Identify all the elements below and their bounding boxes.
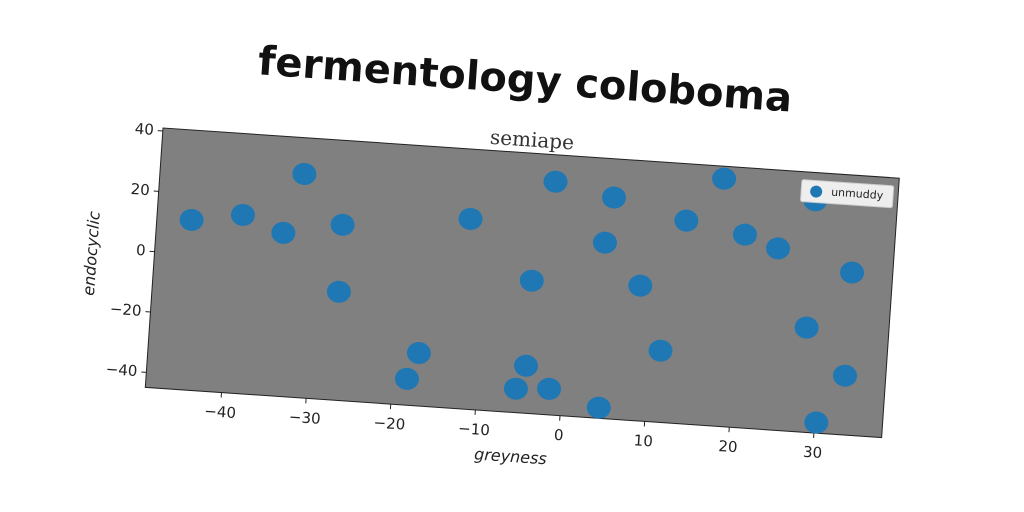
scatter-point: [230, 203, 255, 226]
legend-box: [800, 179, 895, 209]
x-tick-label: −20: [373, 414, 406, 434]
scatter-point: [179, 208, 204, 231]
scatter-point: [537, 377, 562, 400]
scatter-point: [766, 237, 791, 260]
scatter-point: [394, 367, 419, 390]
scatter-point: [628, 274, 653, 297]
scatter-point: [406, 342, 431, 365]
x-tick-label: −10: [458, 419, 491, 439]
scatter-point: [543, 170, 568, 193]
scatter-point: [592, 231, 617, 254]
scatter-point: [326, 280, 351, 303]
y-tick-label: 0: [135, 241, 146, 260]
scatter-point: [601, 186, 626, 209]
y-tick-label: −40: [105, 360, 138, 380]
scatter-point: [458, 207, 483, 230]
chart-title: fermentology coloboma: [257, 38, 794, 121]
scatter-point: [586, 396, 611, 419]
legend-label: unmuddy: [831, 186, 884, 203]
y-tick-label: 40: [134, 120, 154, 139]
scatter-point: [271, 221, 296, 244]
scatter-point: [732, 223, 757, 246]
scatter-point: [833, 364, 858, 387]
y-axis-label: endocyclic: [79, 210, 104, 296]
legend-marker: [810, 185, 823, 198]
y-tick-label: −20: [109, 300, 142, 320]
scatter-point: [804, 411, 829, 434]
scatter-point: [503, 377, 528, 400]
scatter-point: [712, 167, 737, 190]
x-tick-label: −30: [288, 408, 321, 428]
scatter-point: [519, 269, 544, 292]
x-tick-label: 10: [633, 431, 653, 450]
y-tick-label: 20: [130, 180, 150, 199]
scatter-point: [674, 209, 699, 232]
scatter-point: [330, 213, 355, 236]
x-tick-label: 0: [553, 426, 564, 445]
x-tick-label: 20: [718, 437, 738, 456]
scatter-point: [648, 339, 673, 362]
scatter-point: [794, 316, 819, 339]
legend: unmuddy: [800, 179, 895, 209]
x-tick-label: 30: [802, 443, 822, 462]
x-axis-label: greyness: [474, 444, 548, 468]
plot-area: semiape −40 −30 −20 −10 0 10 20 30 −40 −20 0 20 40 gre…: [79, 120, 900, 468]
x-tick-label: −40: [204, 402, 237, 422]
scatter-point: [292, 162, 317, 186]
scatter-point: [840, 261, 865, 284]
subtitle: semiape: [489, 125, 574, 155]
scatter-point: [514, 354, 538, 377]
